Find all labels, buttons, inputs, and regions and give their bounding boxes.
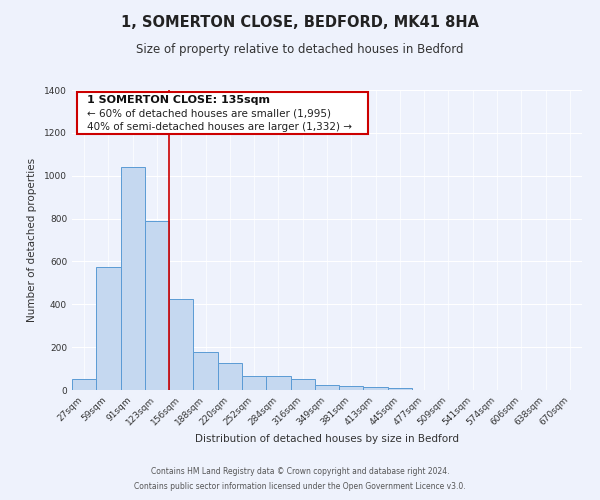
Text: 1, SOMERTON CLOSE, BEDFORD, MK41 8HA: 1, SOMERTON CLOSE, BEDFORD, MK41 8HA: [121, 15, 479, 30]
Bar: [193, 352, 218, 390]
Bar: [339, 386, 364, 390]
Text: Contains public sector information licensed under the Open Government Licence v3: Contains public sector information licen…: [134, 482, 466, 491]
Bar: [145, 220, 169, 390]
Bar: [96, 267, 121, 390]
FancyBboxPatch shape: [77, 92, 368, 134]
Bar: [388, 388, 412, 390]
Bar: [266, 376, 290, 390]
Bar: [72, 380, 96, 390]
Bar: [169, 299, 193, 390]
X-axis label: Distribution of detached houses by size in Bedford: Distribution of detached houses by size …: [195, 434, 459, 444]
Y-axis label: Number of detached properties: Number of detached properties: [27, 158, 37, 322]
Bar: [315, 384, 339, 390]
Text: ← 60% of detached houses are smaller (1,995): ← 60% of detached houses are smaller (1,…: [88, 108, 331, 118]
Text: Contains HM Land Registry data © Crown copyright and database right 2024.: Contains HM Land Registry data © Crown c…: [151, 467, 449, 476]
Text: 40% of semi-detached houses are larger (1,332) →: 40% of semi-detached houses are larger (…: [88, 122, 352, 132]
Bar: [121, 167, 145, 390]
Bar: [218, 363, 242, 390]
Bar: [242, 376, 266, 390]
Bar: [290, 380, 315, 390]
Text: Size of property relative to detached houses in Bedford: Size of property relative to detached ho…: [136, 42, 464, 56]
Text: 1 SOMERTON CLOSE: 135sqm: 1 SOMERTON CLOSE: 135sqm: [88, 95, 271, 105]
Bar: [364, 387, 388, 390]
